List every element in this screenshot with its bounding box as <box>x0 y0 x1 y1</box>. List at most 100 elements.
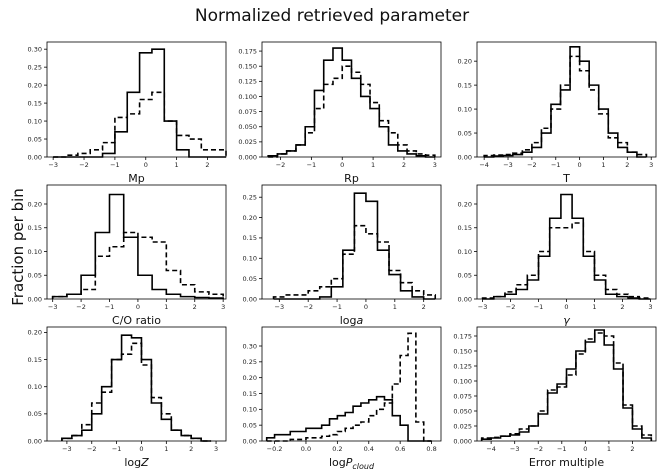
x-tick-label: 0.8 <box>426 445 436 453</box>
x-tick-label: 1 <box>393 303 397 311</box>
x-tick-label: −3 <box>478 303 488 311</box>
figure-title: Normalized retrieved parameter <box>194 6 470 26</box>
panel-7-series-solid <box>61 334 212 442</box>
x-tick-label: −2 <box>303 303 313 311</box>
panel-4-frame <box>46 184 227 300</box>
panel-9-frame <box>476 326 657 442</box>
y-tick-label: 0.10 <box>243 406 257 414</box>
y-tick-label: 0.05 <box>243 421 257 429</box>
y-tick-label: 0.15 <box>458 81 472 89</box>
y-tick-label: 0.25 <box>28 63 42 71</box>
y-tick-label: 0.175 <box>453 332 472 340</box>
y-tick-label: 0.20 <box>243 374 257 382</box>
panel-7-frame <box>46 326 227 442</box>
x-tick-label: 2 <box>205 161 209 169</box>
panel-4-series-dashed <box>51 231 224 299</box>
x-tick-label: 1 <box>164 445 168 453</box>
y-tick-label: 0.10 <box>458 248 472 256</box>
y-tick-label: 0.00 <box>28 295 42 303</box>
panel-8-series-dashed <box>266 332 432 442</box>
panel-8: −0.2 0.0 0.2 0.4 0.6 0.8 0.00 0.05 0.10 0.15 0.20 0… <box>243 326 442 471</box>
y-tick-label: 0.05 <box>458 272 472 280</box>
x-tick-label: 2 <box>422 303 426 311</box>
x-tick-label: 0.0 <box>301 445 311 453</box>
y-tick-label: 0.000 <box>453 437 472 445</box>
panel-8-x-axis-label: logPcloud <box>329 456 375 471</box>
panel-2-series-solid <box>267 47 435 158</box>
x-tick-label: 0.6 <box>395 445 405 453</box>
y-tick-label: 0.10 <box>458 105 472 113</box>
panel-3-series-solid <box>484 45 647 158</box>
x-tick-label: 3 <box>648 303 652 311</box>
y-tick-label: 0.20 <box>28 329 42 337</box>
panel-5-x-axis-label: loga <box>340 314 364 327</box>
panel-8-series-solid <box>265 395 432 442</box>
y-tick-label: 0.075 <box>238 108 257 116</box>
panel-4: −3 −2 −1 0 1 2 3 0.00 0.05 0.10 0.15 0.20 C/O ratio <box>28 184 227 327</box>
x-tick-label: −2 <box>527 161 537 169</box>
x-tick-label: 1 <box>601 161 605 169</box>
y-tick-label: 0.15 <box>243 234 257 242</box>
panel-1-frame <box>46 41 227 158</box>
x-tick-label: 1 <box>175 161 179 169</box>
x-tick-label: −1 <box>557 445 567 453</box>
y-tick-label: 0.10 <box>28 248 42 256</box>
y-tick-label: 0.30 <box>28 45 42 53</box>
panel-6: −3 −2 −1 0 1 2 3 0.00 0.05 0.10 0.15 0.20 γ <box>458 184 657 327</box>
x-tick-label: −3 <box>503 161 513 169</box>
panel-2-frame <box>261 41 442 158</box>
y-tick-label: 0.15 <box>28 356 42 364</box>
y-tick-label: 0.075 <box>453 392 472 400</box>
x-tick-label: −1 <box>551 161 561 169</box>
panel-2: −2 −1 0 1 2 3 0.000 0.025 0.050 0.075 0.100 0.125 0.… <box>238 41 442 185</box>
panel-4-x-axis-label: C/O ratio <box>112 314 161 327</box>
x-tick-label: −4 <box>486 445 496 453</box>
x-tick-label: −3 <box>510 445 520 453</box>
panel-5-series-dashed <box>272 224 437 299</box>
y-tick-label: 0.10 <box>28 117 42 125</box>
y-tick-label: 0.30 <box>243 342 257 350</box>
panel-5-frame <box>261 184 442 300</box>
x-tick-label: −3 <box>48 161 58 169</box>
y-tick-label: 0.20 <box>243 214 257 222</box>
x-tick-label: 2 <box>189 445 193 453</box>
x-tick-label: −4 <box>479 161 489 169</box>
panel-3: −4 −3 −2 −1 0 1 2 3 0.00 0.05 0.10 0.15 0.20 T <box>458 41 657 185</box>
y-tick-label: 0.150 <box>453 347 472 355</box>
y-tick-label: 0.10 <box>243 255 257 263</box>
x-tick-label: −1 <box>534 303 544 311</box>
x-tick-label: −2 <box>76 303 86 311</box>
y-tick-label: 0.05 <box>28 272 42 280</box>
y-tick-label: 0.00 <box>243 295 257 303</box>
x-tick-label: −3 <box>48 303 58 311</box>
panel-7: −3 −2 −1 0 1 2 3 0.00 0.05 0.10 0.15 0.20 logZ <box>28 326 227 469</box>
x-tick-label: −0.2 <box>267 445 283 453</box>
y-tick-label: 0.05 <box>243 275 257 283</box>
panel-1-x-axis-label: Mp <box>128 172 144 185</box>
x-tick-label: −1 <box>112 445 122 453</box>
x-tick-label: 2 <box>402 161 406 169</box>
x-tick-label: −1 <box>110 161 120 169</box>
x-tick-label: 1 <box>592 303 596 311</box>
panel-3-x-axis-label: T <box>562 172 570 185</box>
y-tick-label: 0.050 <box>453 407 472 415</box>
panel-1-series-dashed <box>53 91 227 158</box>
y-tick-label: 0.15 <box>28 224 42 232</box>
y-tick-label: 0.175 <box>238 47 257 55</box>
y-tick-label: 0.15 <box>243 390 257 398</box>
x-tick-label: −2 <box>276 161 286 169</box>
x-tick-label: 2 <box>193 303 197 311</box>
x-tick-label: 1 <box>607 445 611 453</box>
x-tick-label: 0 <box>139 445 143 453</box>
y-tick-label: 0.100 <box>238 93 257 101</box>
y-tick-label: 0.100 <box>453 377 472 385</box>
y-tick-label: 0.05 <box>28 410 42 418</box>
y-tick-label: 0.00 <box>28 153 42 161</box>
x-tick-label: 0 <box>136 303 140 311</box>
panel-3-series-dashed <box>483 55 648 157</box>
y-tick-label: 0.025 <box>238 138 257 146</box>
x-tick-label: −3 <box>62 445 72 453</box>
y-tick-label: 0.15 <box>28 99 42 107</box>
x-tick-label: 0 <box>578 161 582 169</box>
